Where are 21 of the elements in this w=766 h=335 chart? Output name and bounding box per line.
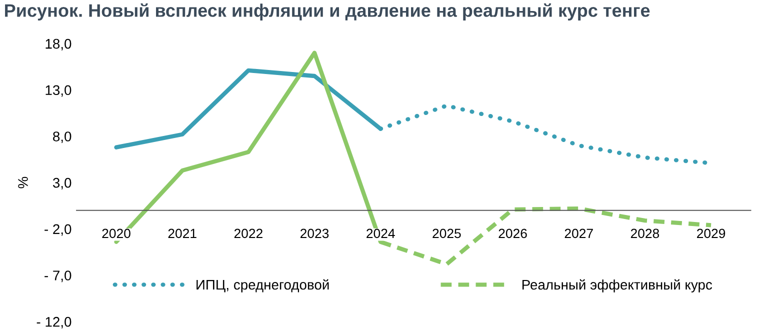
y-tick-label: 13,0	[46, 85, 72, 97]
y-tick-label: - 7,0	[44, 270, 72, 282]
x-tick-label: 2028	[630, 228, 660, 238]
x-tick-label: 2027	[564, 228, 593, 238]
legend-label: ИПЦ, среднегодовой	[196, 279, 329, 292]
y-axis-title: %	[18, 176, 28, 188]
x-tick-label: 2022	[234, 228, 262, 238]
x-tick-label: 2020	[102, 228, 130, 238]
y-tick-label: - 12,0	[36, 316, 72, 328]
x-tick-label: 2021	[168, 228, 196, 238]
x-tick-label: 2029	[697, 228, 726, 238]
x-tick-label: 2023	[300, 228, 329, 238]
x-tick-label: 2026	[498, 228, 527, 238]
legend-label: Реальный эффективный курс	[522, 279, 712, 292]
y-tick-label: 18,0	[46, 38, 72, 50]
y-tick-label: 3,0	[52, 178, 72, 190]
x-tick-label: 2024	[366, 228, 395, 238]
y-tick-label: - 2,0	[44, 224, 72, 236]
chart-title: Рисунок. Новый всплеск инфляции и давление на реальный курс тенге	[5, 3, 650, 20]
y-tick-label: 8,0	[53, 132, 72, 144]
x-tick-label: 2025	[432, 228, 461, 238]
